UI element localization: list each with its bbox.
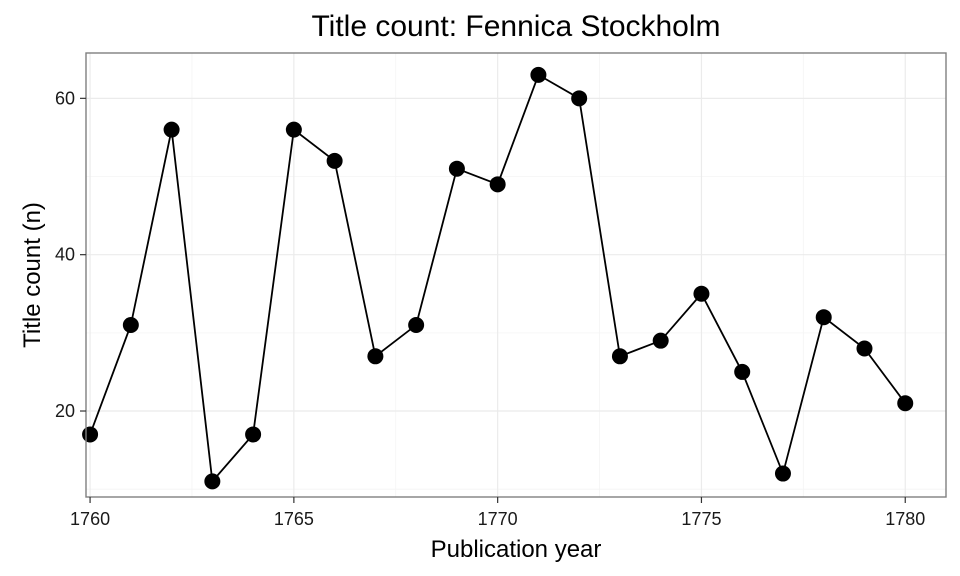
data-point <box>530 66 547 83</box>
plot-panel-border <box>85 52 947 498</box>
data-point <box>489 176 506 193</box>
x-tick-label: 1780 <box>885 509 925 529</box>
data-point <box>326 152 343 169</box>
data-point <box>163 121 180 138</box>
y-tick-label: 20 <box>55 401 75 421</box>
x-axis-title: Publication year <box>431 536 602 563</box>
data-point <box>897 395 914 412</box>
data-point <box>774 465 791 482</box>
data-points <box>82 66 914 490</box>
x-tick-label: 1770 <box>478 509 518 529</box>
data-point <box>611 348 628 365</box>
grid <box>86 53 946 497</box>
data-point <box>815 309 832 326</box>
y-axis: 20 40 60 <box>55 88 86 421</box>
x-tick-label: 1760 <box>70 509 110 529</box>
data-point <box>245 426 262 443</box>
x-tick-label: 1775 <box>681 509 721 529</box>
data-point <box>734 363 751 380</box>
data-point <box>122 317 139 334</box>
data-point <box>856 340 873 357</box>
x-tick-label: 1765 <box>274 509 314 529</box>
x-axis: 1760 1765 1770 1775 1780 <box>70 497 925 529</box>
data-point <box>652 332 669 349</box>
data-point <box>82 426 99 443</box>
data-point <box>285 121 302 138</box>
data-point <box>448 160 465 177</box>
y-tick-label: 60 <box>55 88 75 108</box>
data-point <box>204 473 221 490</box>
data-point <box>571 90 588 107</box>
y-tick-label: 40 <box>55 245 75 265</box>
y-axis-title: Title count (n) <box>19 202 46 348</box>
data-point <box>408 317 425 334</box>
chart-title: Title count: Fennica Stockholm <box>311 10 720 43</box>
data-point <box>693 285 710 302</box>
data-point <box>367 348 384 365</box>
